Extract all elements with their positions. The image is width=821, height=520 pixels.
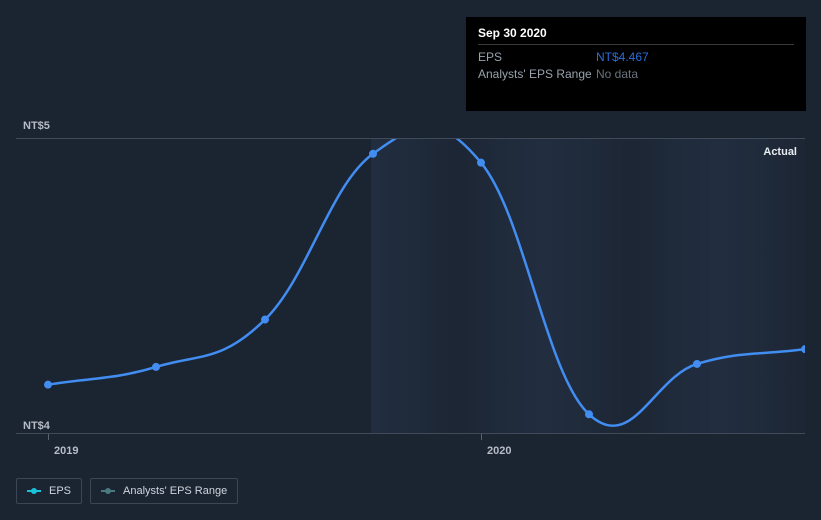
legend-swatch-icon (27, 487, 41, 495)
tooltip-value: No data (596, 66, 638, 83)
tooltip-row: EPS NT$4.467 (478, 49, 794, 66)
y-axis-label: NT$5 (23, 120, 50, 132)
legend-item-eps[interactable]: EPS (16, 478, 82, 504)
tooltip-date: Sep 30 2020 (478, 26, 794, 45)
line-chart-svg (16, 139, 805, 434)
data-point-marker[interactable] (801, 345, 805, 353)
data-point-marker[interactable] (369, 150, 377, 158)
data-point-marker[interactable] (152, 363, 160, 371)
tooltip-label: EPS (478, 49, 596, 66)
chart-plot-area[interactable]: Actual (16, 138, 805, 434)
x-axis-label: 2019 (54, 445, 78, 457)
legend-label: Analysts' EPS Range (123, 485, 227, 497)
tooltip-row: Analysts' EPS Range No data (478, 66, 794, 83)
legend-label: EPS (49, 485, 71, 497)
tooltip-card: Sep 30 2020 EPS NT$4.467 Analysts' EPS R… (466, 17, 806, 111)
data-point-marker[interactable] (585, 410, 593, 418)
x-axis-tick (481, 434, 482, 440)
data-point-marker[interactable] (261, 316, 269, 324)
tooltip-value: NT$4.467 (596, 49, 649, 66)
legend-item-analysts-range[interactable]: Analysts' EPS Range (90, 478, 238, 504)
data-point-marker[interactable] (693, 360, 701, 368)
x-axis-tick (48, 434, 49, 440)
legend-swatch-icon (101, 487, 115, 495)
data-point-marker[interactable] (44, 381, 52, 389)
legend: EPS Analysts' EPS Range (16, 478, 238, 504)
data-point-marker[interactable] (477, 159, 485, 167)
x-axis-label: 2020 (487, 445, 511, 457)
tooltip-label: Analysts' EPS Range (478, 66, 596, 83)
